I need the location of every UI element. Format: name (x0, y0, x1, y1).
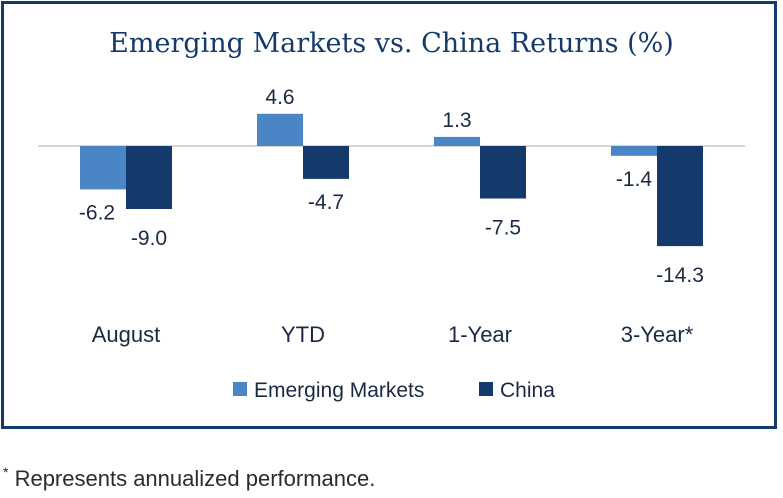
data-label-emerging-markets-3: -1.4 (616, 168, 653, 191)
legend-label-china: China (500, 379, 555, 402)
data-label-china-2: -7.5 (485, 217, 521, 240)
chart-frame (1, 1, 777, 429)
bar-chart: -6.2 4.6 1.3 -1.4 -9.0 -4.7 -7.5 -14.3 August YTD… (38, 86, 745, 402)
data-label-china-0: -9.0 (131, 227, 167, 250)
data-label-china-1: -4.7 (308, 191, 344, 214)
category-label-2: 1-Year (448, 322, 512, 347)
chart-title: Emerging Markets vs. China Returns (%) (109, 28, 674, 59)
footnote: * Represents annualized performance. (3, 464, 376, 492)
bar-china-3 (657, 146, 703, 247)
data-label-emerging-markets-1: 4.6 (265, 86, 294, 109)
category-label-1: YTD (281, 322, 325, 347)
data-label-emerging-markets-0: -6.2 (79, 201, 115, 224)
data-label-emerging-markets-2: 1.3 (442, 109, 471, 132)
bar-emerging-markets-1 (257, 113, 303, 146)
data-label-china-3: -14.3 (656, 264, 704, 287)
bar-china-1 (303, 146, 349, 179)
legend-label-emerging-markets: Emerging Markets (254, 379, 424, 402)
bar-china-2 (480, 146, 526, 199)
legend-swatch-emerging-markets (233, 382, 247, 396)
footnote-text: Represents annualized performance. (14, 466, 376, 491)
category-label-0: August (92, 322, 161, 347)
category-label-3: 3-Year* (621, 322, 694, 347)
bar-emerging-markets-3 (611, 146, 657, 156)
bar-emerging-markets-0 (80, 146, 126, 190)
bar-china-0 (126, 146, 172, 209)
legend-swatch-china (479, 382, 493, 396)
bar-emerging-markets-2 (434, 136, 480, 146)
footnote-marker: * (3, 464, 9, 480)
